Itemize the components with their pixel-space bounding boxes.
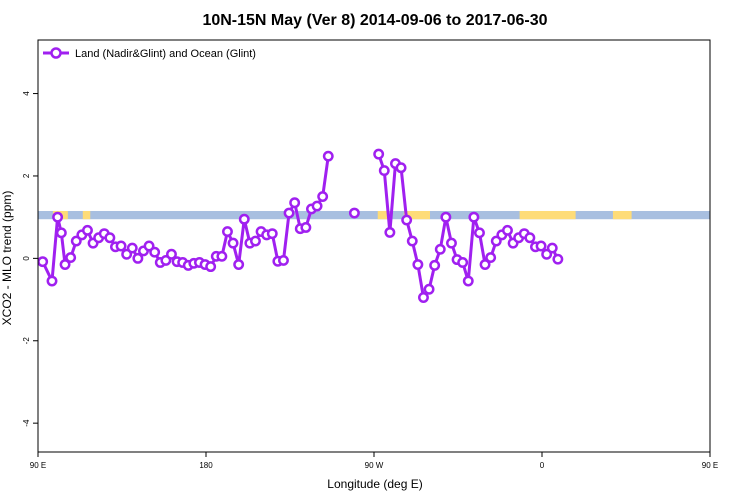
data-point [474,227,485,239]
data-point [546,242,558,254]
x-axis: 90 E 180 90 W 0 90 E [30,452,718,470]
data-point [126,242,138,254]
legend: Land (Nadir&Glint) and Ocean (Glint) [43,47,256,60]
data-point [502,224,513,236]
data-point [552,253,564,265]
data-point [468,211,480,223]
data-point [222,226,233,238]
ocean-band [38,210,710,220]
data-point [479,259,491,270]
data-point [278,254,289,266]
land-band-segment [82,210,91,220]
x-tick-label: 90 W [365,461,384,470]
data-point [412,259,424,270]
data-point [434,243,446,255]
legend-series-label: Land (Nadir&Glint) and Ocean (Glint) [75,48,256,60]
chart-title: 10N-15N May (Ver 8) 2014-09-06 to 2017-0… [202,12,547,29]
land-band-segment [403,210,430,220]
data-point [59,259,71,270]
surface-band [38,210,744,220]
data-point [311,200,323,212]
data-point [52,211,64,223]
data-point [395,162,407,174]
data-point [283,207,295,219]
data-point [384,226,396,238]
data-point [46,275,58,287]
data-point [378,165,390,177]
data-point [166,248,177,260]
y-axis: -4 -2 0 2 4 [22,91,38,427]
data-point [250,235,261,247]
data-point [216,250,228,262]
series-layer [38,148,564,303]
data-point [418,292,429,303]
data-point [524,232,536,244]
data-point [289,197,301,209]
data-point [535,240,547,252]
data-point [462,275,474,287]
x-tick-label: 90 E [30,461,46,470]
data-point [38,256,49,268]
data-point [440,211,452,223]
data-point [205,261,217,273]
x-tick-label: 90 E [702,461,718,470]
y-axis-label: XCO2 - MLO trend (ppm) [0,191,14,326]
y-tick-label: -4 [22,419,31,427]
data-point [266,228,278,240]
y-tick-label: 2 [22,173,31,178]
y-tick-label: 0 [22,256,31,261]
land-band-segment [612,210,632,220]
land-band-segment [729,211,744,219]
data-point [348,207,360,219]
data-point [485,252,497,263]
data-point [55,227,67,239]
data-point [322,150,334,162]
data-point [300,222,312,233]
data-point [233,259,245,270]
data-point [317,191,329,203]
data-point [132,252,144,264]
land-band-segment [377,210,389,220]
data-point [149,246,161,258]
x-tick-label: 180 [199,461,213,470]
data-point [238,213,250,225]
data-point [82,224,93,236]
plot-frame [37,39,711,453]
data-point [401,214,413,226]
data-point [104,232,116,244]
x-tick-label: 0 [540,461,545,470]
data-point [457,257,469,268]
x-axis-label: Longitude (deg E) [327,477,422,491]
data-point [65,252,77,263]
y-tick-label: 4 [22,91,31,96]
data-point [115,240,127,252]
data-point [406,235,418,247]
land-band-segment [519,210,576,220]
data-point [446,237,457,249]
data-point [423,283,435,295]
legend-marker-swatch [50,47,62,59]
data-point [429,259,441,271]
y-tick-label: -2 [22,337,31,345]
data-point [373,148,385,160]
data-point [227,237,239,249]
